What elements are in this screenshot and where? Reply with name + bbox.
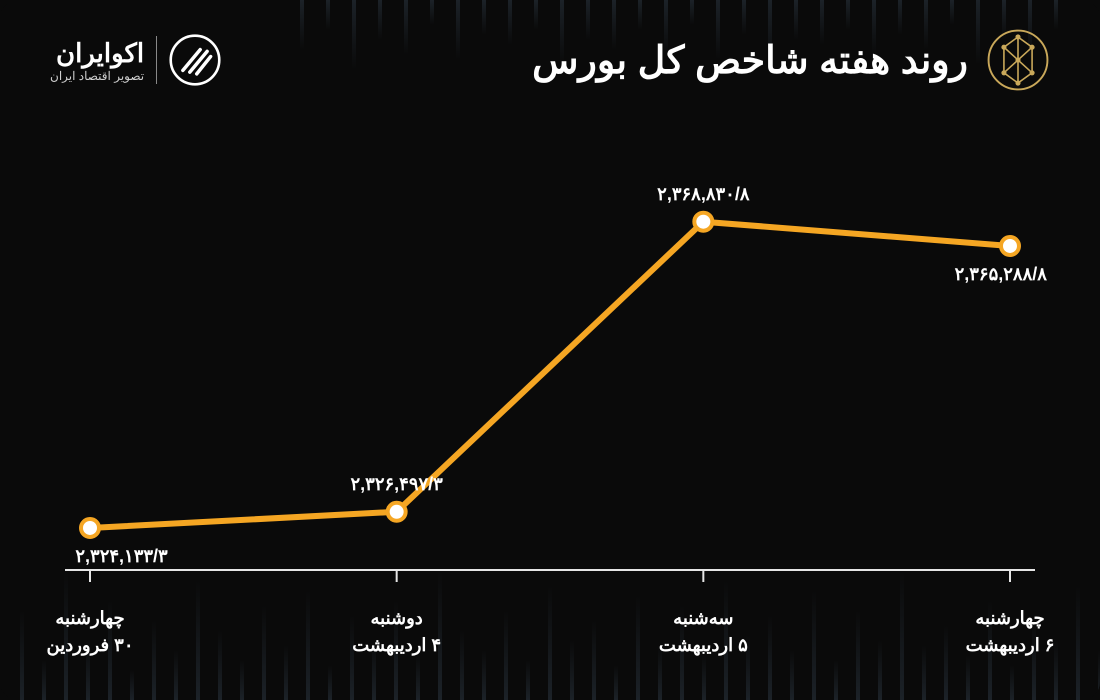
brand-tagline: تصویر اقتصاد ایران: [50, 69, 144, 83]
seal-icon: [986, 28, 1050, 92]
brand-text: اکوایران تصویر اقتصاد ایران: [50, 38, 144, 83]
x-axis-label: دوشنبه۴ اردیبهشت: [352, 605, 441, 659]
data-point-marker: [694, 213, 712, 231]
line-chart-svg: [60, 180, 1040, 600]
page-title: روند هفته شاخص کل بورس: [532, 38, 968, 83]
series-line: [90, 222, 1010, 528]
title-block: روند هفته شاخص کل بورس: [532, 28, 1050, 92]
data-point-marker: [1001, 237, 1019, 255]
x-axis-label: سه‌شنبه۵ اردیبهشت: [659, 605, 748, 659]
data-point-label: ۲,۳۶۸,۸۳۰/۸: [657, 184, 749, 205]
data-point-label: ۲,۳۲۶,۴۹۷/۳: [350, 474, 442, 495]
data-point-marker: [81, 519, 99, 537]
data-point-label: ۲,۳۶۵,۲۸۸/۸: [955, 264, 1047, 285]
data-point-marker: [388, 503, 406, 521]
brand-name: اکوایران: [50, 38, 144, 69]
infographic-container: روند هفته شاخص کل بورس اکوایران تصویر اق…: [0, 0, 1100, 700]
x-axis-labels: چهارشنبه۳۰ فروردیندوشنبه۴ اردیبهشتسه‌شنب…: [60, 605, 1040, 665]
brand-logo-icon: [169, 34, 221, 86]
chart-area: ۲,۳۲۴,۱۳۳/۳۲,۳۲۶,۴۹۷/۳۲,۳۶۸,۸۳۰/۸۲,۳۶۵,۲…: [60, 180, 1040, 600]
brand-divider: [156, 36, 157, 84]
x-axis-label: چهارشنبه۶ اردیبهشت: [966, 605, 1055, 659]
brand-block: اکوایران تصویر اقتصاد ایران: [50, 34, 221, 86]
header: روند هفته شاخص کل بورس اکوایران تصویر اق…: [0, 28, 1100, 92]
x-axis-label: چهارشنبه۳۰ فروردین: [47, 605, 134, 659]
data-point-label: ۲,۳۲۴,۱۳۳/۳: [75, 546, 167, 567]
